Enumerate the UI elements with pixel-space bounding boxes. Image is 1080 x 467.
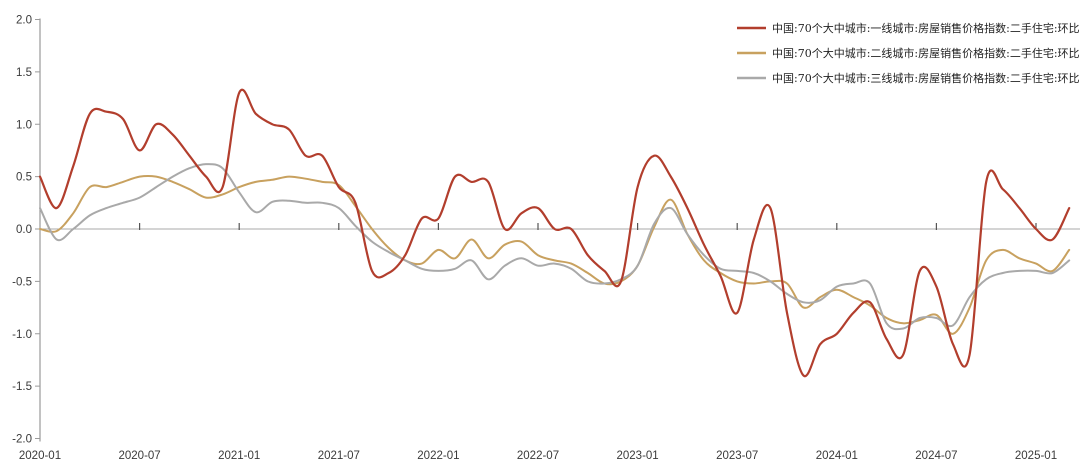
x-tick-label: 2021-07 <box>318 450 360 462</box>
x-tick-label: 2020-01 <box>19 450 61 462</box>
series-line-tier1 <box>38 88 1071 378</box>
x-tick-label: 2024-07 <box>915 450 957 462</box>
y-tick-label: -0.5 <box>12 276 32 288</box>
y-tick-label: 1.5 <box>16 67 32 79</box>
legend-item: 中国:70个大中城市:二线城市:房屋销售价格指数:二手住宅:环比 <box>737 46 1080 60</box>
legend: 中国:70个大中城市:一线城市:房屋销售价格指数:二手住宅:环比中国:70个大中… <box>737 21 1080 85</box>
series-line-tier3 <box>39 163 1071 331</box>
series-layer <box>38 88 1071 378</box>
y-tick-label: 0.5 <box>16 172 32 184</box>
legend-label: 中国:70个大中城市:三线城市:房屋销售价格指数:二手住宅:环比 <box>772 71 1080 85</box>
x-tick-label: 2023-07 <box>716 450 758 462</box>
legend-label: 中国:70个大中城市:二线城市:房屋销售价格指数:二手住宅:环比 <box>772 46 1080 60</box>
y-tick-label: -1.0 <box>12 329 32 341</box>
y-tick-label: -1.5 <box>12 381 32 393</box>
y-tick-label: 0.0 <box>16 224 32 236</box>
y-tick-label: 2.0 <box>16 15 32 27</box>
legend-label: 中国:70个大中城市:一线城市:房屋销售价格指数:二手住宅:环比 <box>772 21 1080 35</box>
x-tick-label: 2022-07 <box>517 450 559 462</box>
x-tick-label: 2022-01 <box>417 450 459 462</box>
x-tick-label: 2025-01 <box>1015 450 1057 462</box>
x-tick-label: 2020-07 <box>118 450 160 462</box>
series-line-tier2 <box>39 175 1071 335</box>
y-tick-label: -2.0 <box>12 434 32 446</box>
x-tick-label: 2021-01 <box>218 450 260 462</box>
legend-item: 中国:70个大中城市:一线城市:房屋销售价格指数:二手住宅:环比 <box>737 21 1080 35</box>
y-tick-label: 1.0 <box>16 119 32 131</box>
axis-labels-layer: 2.0 1.5 1.0 0.5 0.0 -0.5 -1.0 -1.5 -2.0 2020-01 20… <box>12 15 1057 463</box>
legend-item: 中国:70个大中城市:三线城市:房屋销售价格指数:二手住宅:环比 <box>737 71 1080 85</box>
x-tick-label: 2023-01 <box>616 450 658 462</box>
x-tick-label: 2024-01 <box>816 450 858 462</box>
